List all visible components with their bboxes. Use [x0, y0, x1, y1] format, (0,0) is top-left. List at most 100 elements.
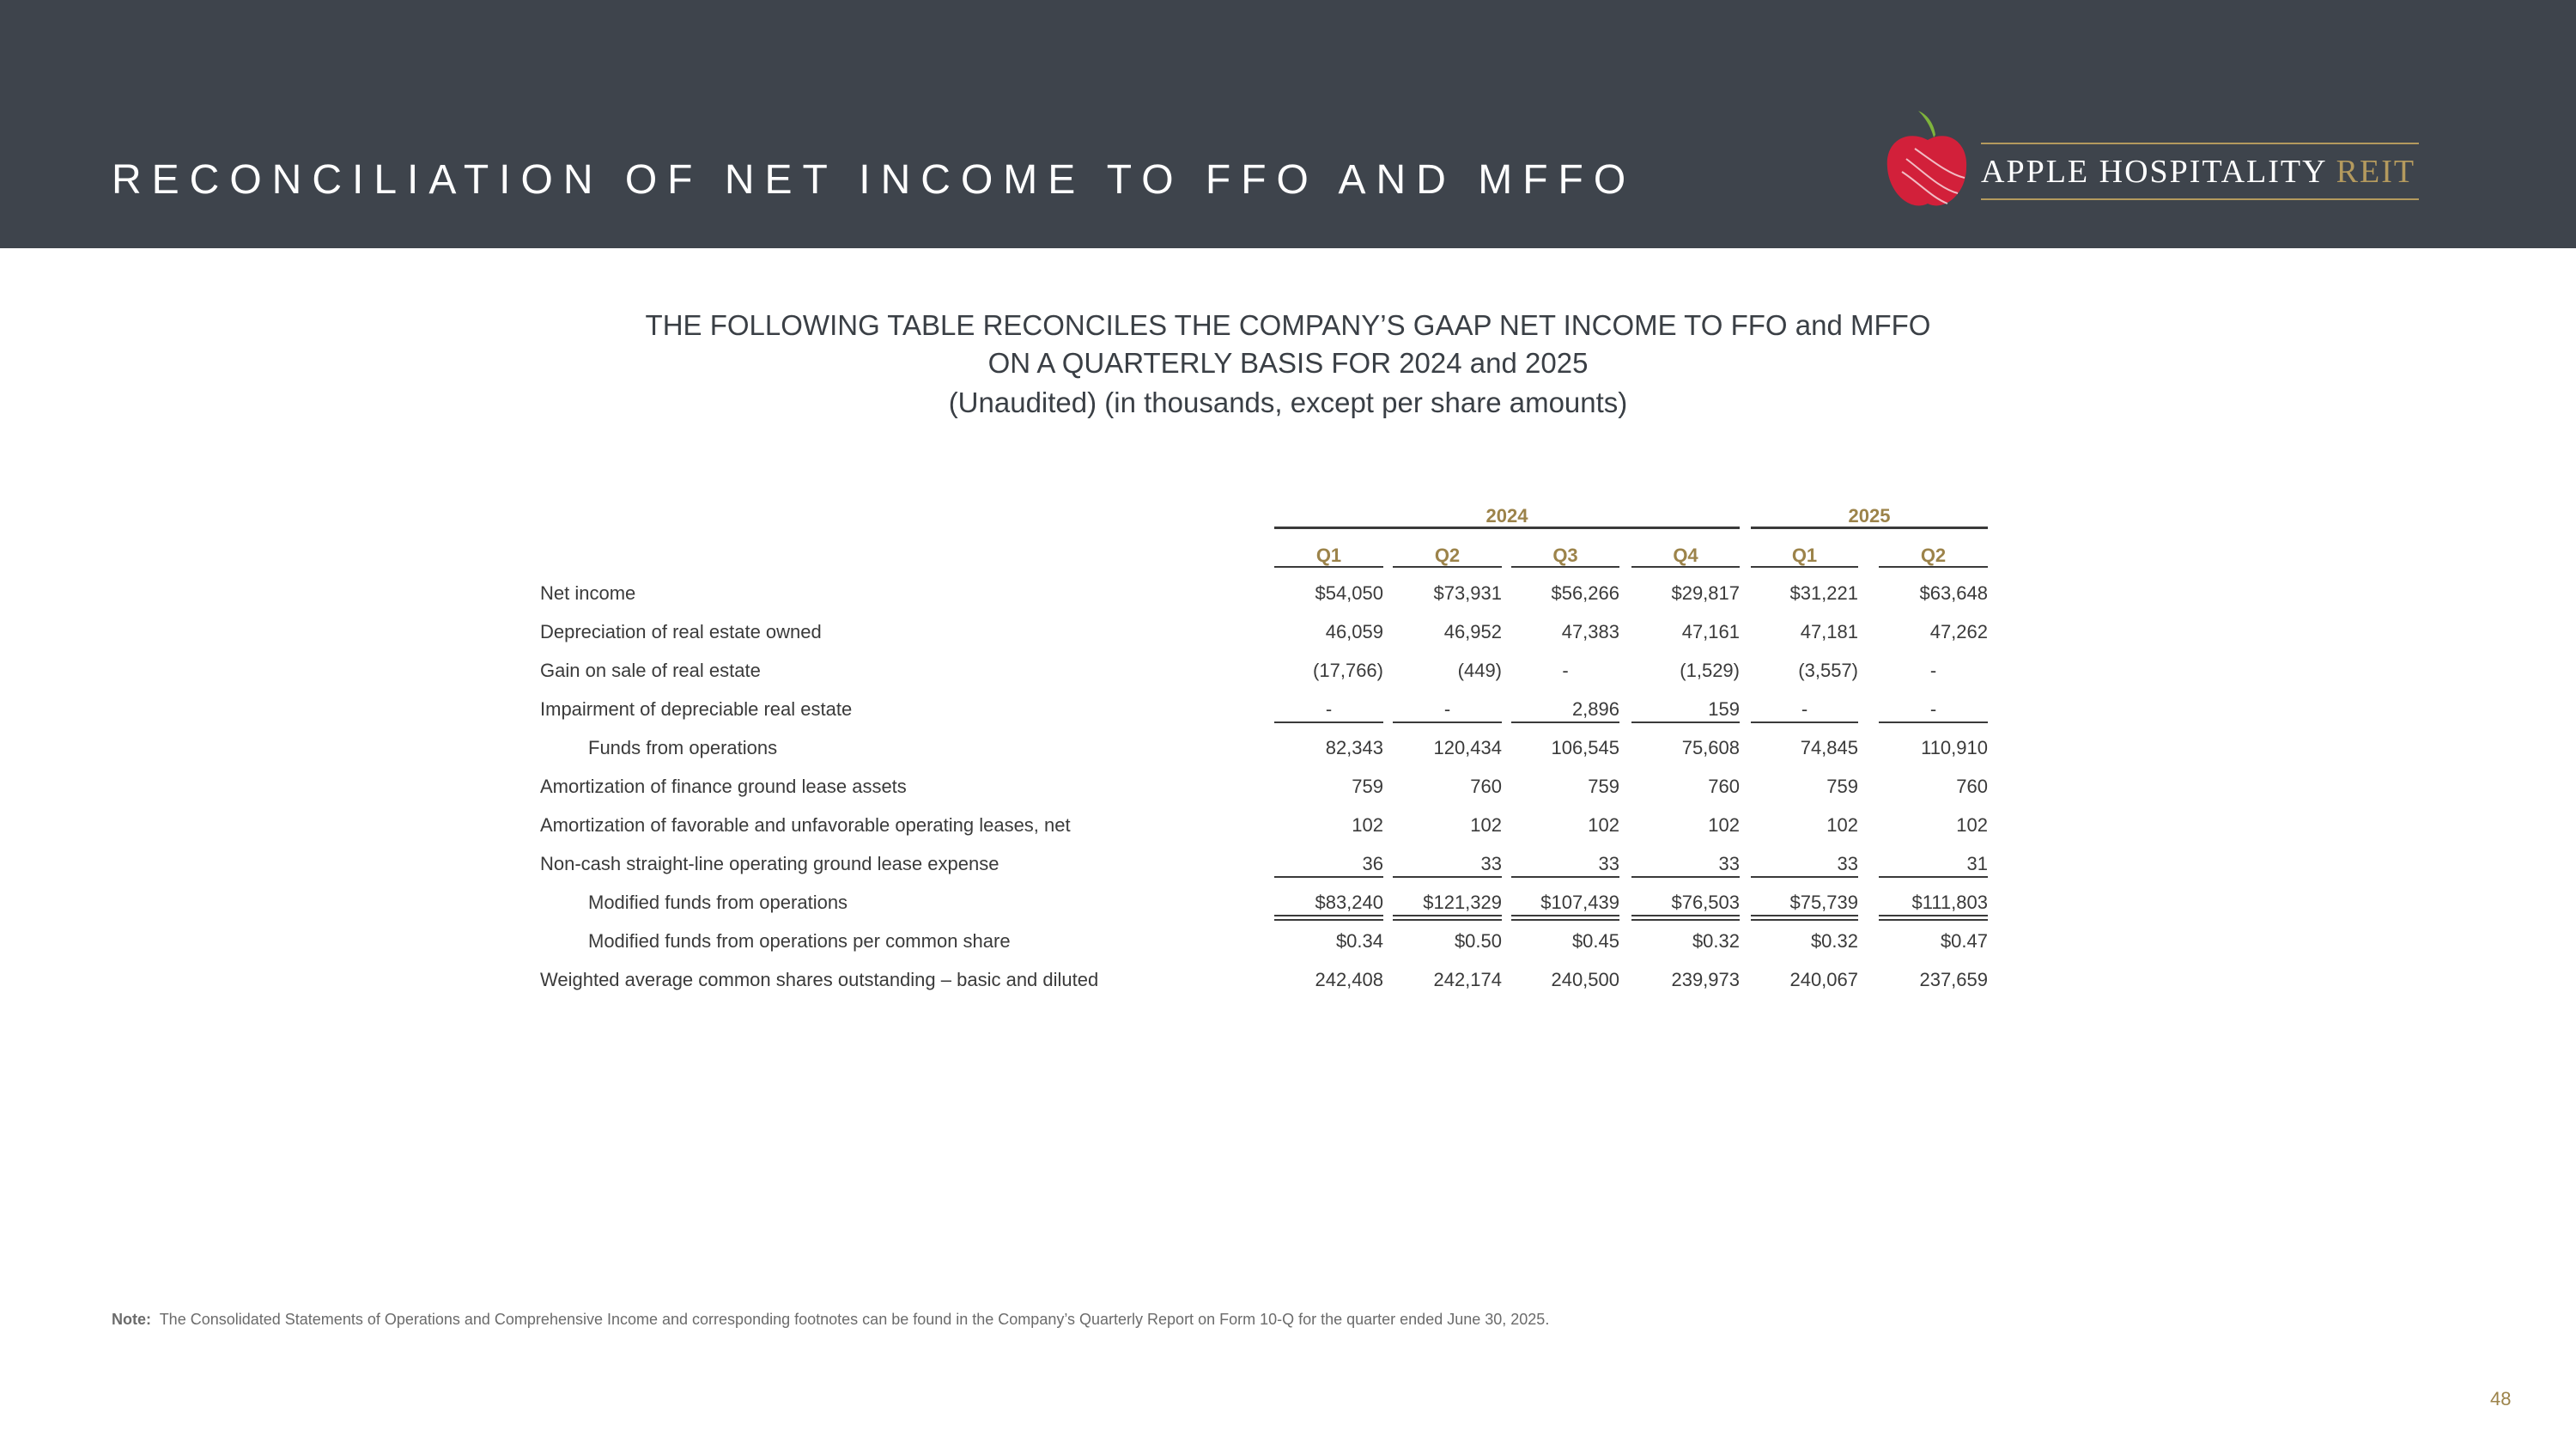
value-cell: 240,067 [1789, 969, 1858, 990]
value-cell: 159 [1708, 698, 1740, 720]
value-cell: 46,059 [1325, 621, 1383, 642]
sum-rule [1751, 721, 1858, 723]
value-cell: $31,221 [1789, 582, 1858, 604]
footnote: Note: The Consolidated Statements of Ope… [112, 1309, 1549, 1330]
value-cell: 33 [1718, 853, 1740, 874]
logo-name: APPLE HOSPITALITY [1981, 154, 2327, 190]
value-cell: $0.45 [1571, 930, 1619, 952]
value-cell: (1,529) [1680, 660, 1740, 681]
row-label: Non-cash straight-line operating ground … [540, 853, 999, 874]
subtitle: (Unaudited) (in thousands, except per sh… [948, 387, 1628, 418]
row-label: Modified funds from operations per commo… [588, 930, 1011, 952]
quarter-rule [1631, 566, 1740, 568]
logo-text: APPLE HOSPITALITY REIT [1981, 153, 2415, 191]
row-label: Funds from operations [588, 737, 778, 758]
value-cell: 759 [1826, 776, 1858, 797]
value-cell: 759 [1352, 776, 1383, 797]
quarter-header: Q2 [1920, 545, 1947, 566]
row-label: Amortization of finance ground lease ass… [540, 776, 907, 797]
value-cell: 242,174 [1433, 969, 1502, 990]
value-cell: - [1801, 698, 1808, 720]
sum-rule [1879, 876, 1988, 878]
value-cell: (3,557) [1798, 660, 1858, 681]
row-label: Net income [540, 582, 636, 604]
value-cell: 237,659 [1919, 969, 1988, 990]
sum-rule [1751, 876, 1858, 878]
sum-rule [1511, 876, 1619, 878]
logo-suffix: REIT [2336, 154, 2416, 190]
value-cell: (449) [1457, 660, 1502, 681]
value-cell: $63,648 [1919, 582, 1988, 604]
value-cell: 33 [1598, 853, 1619, 874]
value-cell: $0.34 [1335, 930, 1383, 952]
value-cell: 47,383 [1561, 621, 1619, 642]
value-cell: $76,503 [1671, 892, 1740, 913]
double-rule [1751, 919, 1858, 921]
year-rule [1751, 527, 1988, 529]
sum-rule [1274, 721, 1383, 723]
value-cell: 47,161 [1681, 621, 1740, 642]
value-cell: 102 [1470, 814, 1502, 836]
quarter-header: Q2 [1434, 545, 1461, 566]
quarter-rule [1511, 566, 1619, 568]
value-cell: 47,181 [1800, 621, 1858, 642]
sum-rule [1631, 721, 1740, 723]
value-cell: 82,343 [1325, 737, 1383, 758]
value-cell: 759 [1588, 776, 1619, 797]
value-cell: 239,973 [1671, 969, 1740, 990]
value-cell: 242,408 [1315, 969, 1383, 990]
value-cell: $54,050 [1315, 582, 1383, 604]
double-rule [1274, 915, 1383, 916]
value-cell: 33 [1480, 853, 1502, 874]
value-cell: $0.32 [1692, 930, 1740, 952]
quarter-header: Q1 [1315, 545, 1342, 566]
quarter-rule [1879, 566, 1988, 568]
page-title: RECONCILIATION OF NET INCOME TO FFO AND … [112, 157, 1637, 203]
value-cell: 75,608 [1681, 737, 1740, 758]
value-cell: $0.50 [1454, 930, 1502, 952]
sum-rule [1511, 721, 1619, 723]
row-label: Modified funds from operations [588, 892, 848, 913]
quarter-rule [1751, 566, 1858, 568]
double-rule [1631, 915, 1740, 916]
row-label: Gain on sale of real estate [540, 660, 761, 681]
value-cell: 760 [1470, 776, 1502, 797]
value-cell: $111,803 [1911, 892, 1989, 913]
value-cell: - [1325, 698, 1333, 720]
value-cell: - [1929, 698, 1937, 720]
value-cell: 102 [1826, 814, 1858, 836]
value-cell: 102 [1708, 814, 1740, 836]
value-cell: 102 [1352, 814, 1383, 836]
value-cell: $29,817 [1671, 582, 1740, 604]
value-cell: 120,434 [1433, 737, 1502, 758]
value-cell: $73,931 [1433, 582, 1502, 604]
quarter-rule [1393, 566, 1502, 568]
year-rule [1274, 527, 1740, 529]
value-cell: - [1929, 660, 1937, 681]
double-rule [1511, 915, 1619, 916]
double-rule [1751, 915, 1858, 916]
value-cell: 74,845 [1800, 737, 1858, 758]
value-cell: 33 [1837, 853, 1858, 874]
logo-icon [1886, 111, 1967, 206]
page-number: 48 [2490, 1388, 2512, 1409]
logo-rule [1981, 143, 2419, 144]
value-cell: 31 [1966, 853, 1988, 874]
value-cell: - [1562, 660, 1569, 681]
value-cell: $75,739 [1789, 892, 1858, 913]
logo-rule [1981, 198, 2419, 200]
value-cell: 106,545 [1551, 737, 1619, 758]
row-label: Amortization of favorable and unfavorabl… [540, 814, 1071, 836]
quarter-header: Q4 [1673, 545, 1698, 566]
quarter-header: Q1 [1791, 545, 1818, 566]
double-rule [1393, 919, 1502, 921]
row-label: Weighted average common shares outstandi… [540, 969, 1099, 990]
value-cell: $83,240 [1315, 892, 1383, 913]
value-cell: - [1443, 698, 1451, 720]
quarter-rule [1274, 566, 1383, 568]
double-rule [1393, 915, 1502, 916]
sum-rule [1393, 876, 1502, 878]
value-cell: $107,439 [1540, 892, 1619, 913]
double-rule [1631, 919, 1740, 921]
